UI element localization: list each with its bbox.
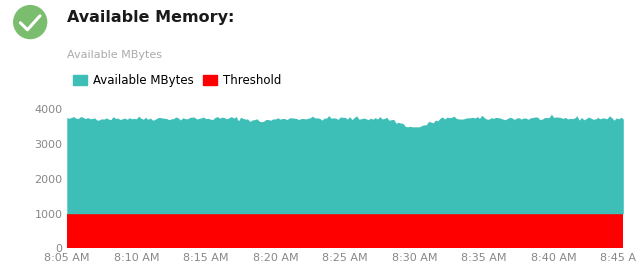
Circle shape bbox=[14, 6, 46, 38]
Legend: Available MBytes, Threshold: Available MBytes, Threshold bbox=[73, 74, 281, 87]
Text: Available MBytes: Available MBytes bbox=[67, 50, 162, 60]
Text: Available Memory:: Available Memory: bbox=[67, 10, 234, 25]
